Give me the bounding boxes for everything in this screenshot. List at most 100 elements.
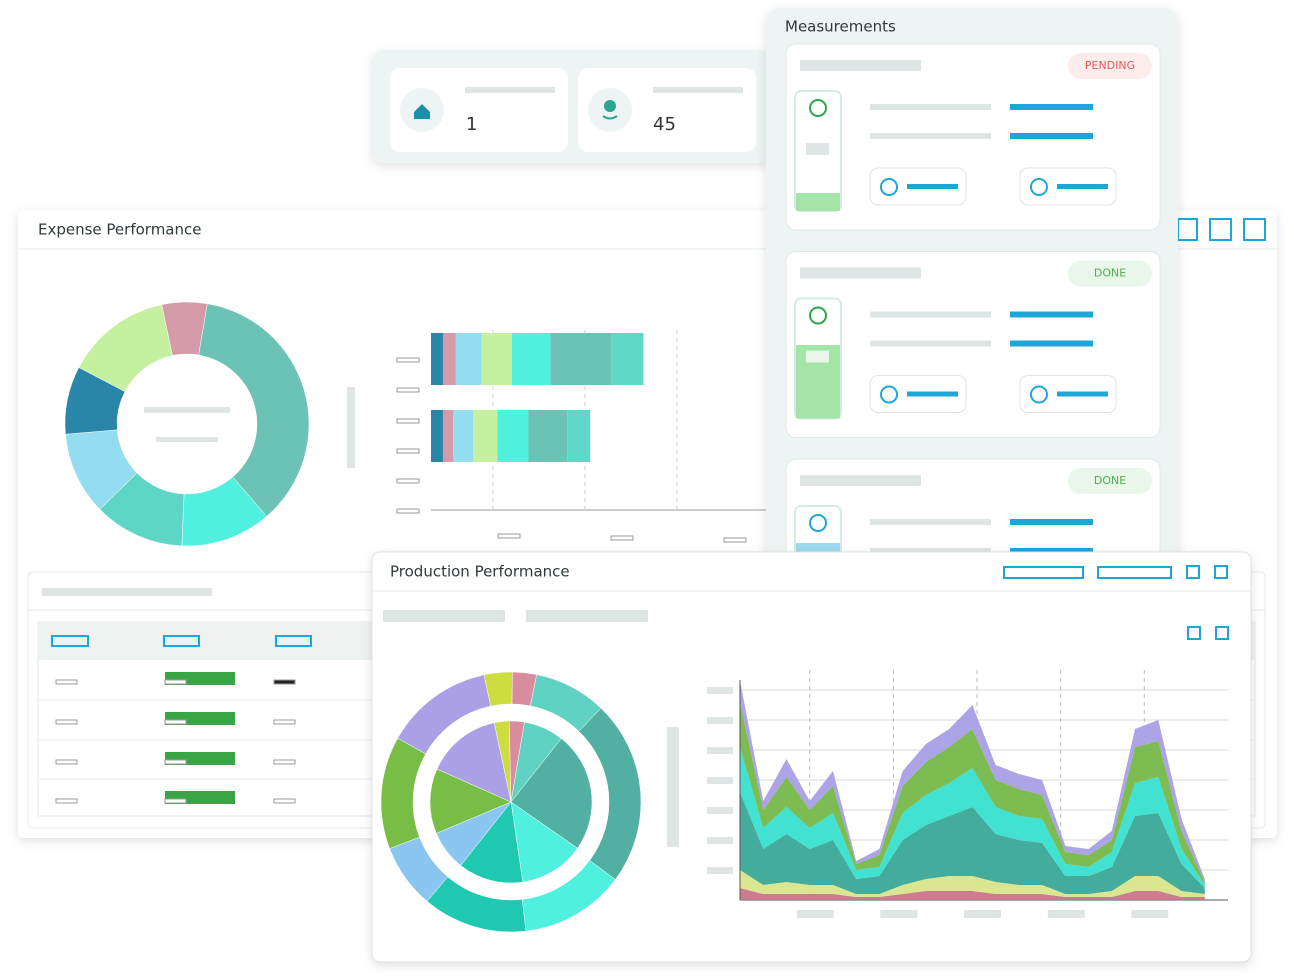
button-line [1057, 184, 1108, 189]
tick-placeholder [396, 448, 420, 454]
cell-placeholder [164, 798, 187, 804]
area [740, 702, 1205, 885]
measurement-card: DONE [785, 251, 1161, 438]
tick-placeholder [396, 387, 420, 393]
header-cell [163, 635, 200, 647]
placeholder [800, 267, 921, 279]
placeholder [383, 610, 505, 622]
dropdown[interactable] [1097, 566, 1172, 579]
bar-segment [473, 410, 498, 462]
panel-title: Expense Performance [38, 221, 201, 239]
pin-icon [602, 115, 618, 120]
placeholder [800, 60, 921, 71]
card-list: PENDING DONE DONE [785, 43, 1161, 552]
value-line [1010, 311, 1093, 318]
bar-segment [550, 333, 612, 385]
icon-button[interactable] [1186, 565, 1200, 579]
area [740, 747, 1205, 888]
panel-title: Production Performance [390, 563, 570, 581]
stats-panel: 1 45 [372, 50, 772, 163]
icon-button[interactable] [1215, 626, 1229, 640]
status-text: DONE [1094, 267, 1126, 280]
tick-placeholder [723, 537, 747, 543]
cell-placeholder [164, 759, 187, 765]
tick-placeholder [707, 867, 733, 874]
tick-placeholder [707, 837, 733, 844]
tick-placeholder [880, 910, 918, 918]
button-line [1057, 391, 1108, 397]
drop-icon [809, 306, 827, 325]
tick-placeholder [610, 535, 634, 541]
bar-segment [611, 333, 644, 385]
placeholder [667, 727, 679, 847]
tick-placeholder [964, 910, 1002, 918]
slice [436, 722, 512, 803]
area [740, 870, 1205, 897]
tick-placeholder [707, 747, 733, 754]
cell-placeholder [273, 679, 296, 685]
button-icon [880, 385, 898, 404]
status-text: DONE [1094, 474, 1126, 487]
placeholder [870, 104, 991, 110]
drop-icon [809, 514, 827, 532]
placeholder [806, 350, 829, 363]
cell-placeholder [164, 719, 187, 725]
placeholder [870, 548, 991, 552]
pin-icon [604, 100, 616, 112]
status-pill [1068, 468, 1152, 494]
placeholder [156, 437, 218, 442]
tick-placeholder [707, 717, 733, 724]
cell-placeholder [273, 798, 296, 804]
tick-placeholder [707, 777, 733, 784]
production-panel: Production Performance [371, 551, 1252, 963]
bar-segment [481, 333, 512, 385]
level-fill [796, 193, 840, 211]
placeholder [806, 143, 829, 155]
stat-value: 45 [653, 114, 676, 135]
status-text: PENDING [1085, 59, 1135, 72]
tick-placeholder [707, 807, 733, 814]
button-line [907, 391, 958, 397]
value-line [1010, 548, 1093, 552]
area [740, 792, 1205, 894]
button-icon [1030, 385, 1048, 404]
placeholder [144, 407, 230, 413]
button-icon [880, 178, 898, 196]
dropdown[interactable] [1003, 566, 1084, 579]
header-cell [51, 635, 89, 647]
cell-placeholder [55, 798, 78, 804]
placeholder [870, 519, 991, 525]
bar-segment [442, 410, 454, 462]
tick-placeholder [396, 478, 420, 484]
value-line [1010, 133, 1093, 139]
button-icon [1030, 178, 1048, 196]
measurement-card: DONE [785, 458, 1161, 552]
icon-button[interactable] [1214, 565, 1228, 579]
tick-placeholder [396, 508, 420, 514]
tick-placeholder [796, 910, 834, 918]
tick-placeholder [396, 357, 420, 363]
placeholder [42, 588, 212, 596]
bar-segment [455, 333, 482, 385]
cell-placeholder [55, 719, 78, 725]
bar-segment [453, 410, 474, 462]
icon-button[interactable] [1243, 218, 1266, 241]
bar-segment [528, 410, 568, 462]
value-line [1010, 519, 1093, 525]
placeholder [347, 387, 355, 468]
placeholder [870, 340, 991, 347]
slice [198, 303, 310, 517]
cell-placeholder [273, 719, 296, 725]
tick-placeholder [497, 533, 521, 539]
icon-button[interactable] [1209, 218, 1232, 241]
tick-placeholder [707, 687, 733, 694]
stat-value: 1 [466, 114, 477, 135]
bar-segment [567, 410, 591, 462]
icon-button[interactable] [1187, 626, 1201, 640]
measurements-panel: Measurements PENDING DONE DONE [766, 8, 1178, 568]
status-pill [1068, 53, 1152, 79]
value-line [1010, 104, 1093, 110]
area [740, 681, 1205, 882]
